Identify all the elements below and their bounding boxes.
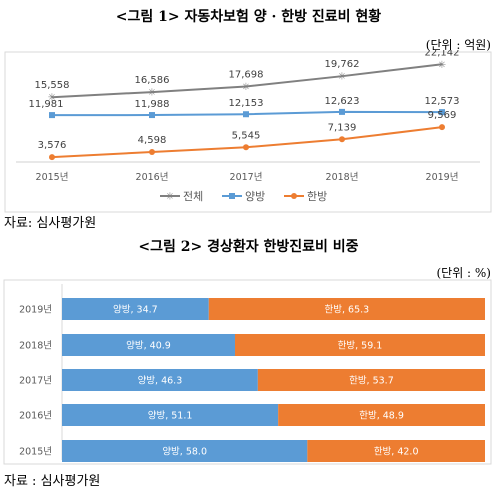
data-point-series1-4: [439, 109, 445, 116]
bar-data-label: 한방, 59.1: [338, 341, 383, 352]
data-point-series0-4: ✳: [438, 60, 446, 71]
bar-segment-korean: [257, 369, 485, 391]
y-tick-label: 2019년: [19, 305, 52, 316]
data-point-series1-3: [339, 108, 345, 115]
legend-item: 양방: [222, 190, 265, 203]
data-label: 4,598: [138, 135, 167, 146]
data-label: 7,139: [328, 122, 357, 133]
bar-segment-korean: [208, 298, 485, 320]
data-label: 22,142: [425, 50, 460, 58]
data-label: 5,545: [232, 130, 261, 141]
x-tick-label: 2016년: [136, 172, 169, 183]
bar-segment-western: [62, 440, 308, 462]
bar-data-label: 한방, 65.3: [325, 305, 370, 316]
figure1-unit: (단위 : 억원): [425, 38, 491, 52]
data-point-series0-3: ✳: [338, 72, 346, 83]
data-point-series1-0: [49, 112, 55, 119]
data-label: 15,558: [35, 80, 70, 91]
legend-label: 양방: [245, 190, 265, 203]
x-tick-label: 2015년: [36, 172, 69, 183]
legend-label: 한방: [307, 190, 327, 203]
data-label: 19,762: [325, 59, 360, 70]
bar-segment-korean: [235, 334, 485, 356]
figure1-title: <그림 1> 자동차보험 양 · 한방 진료비 현황: [115, 9, 382, 25]
bar-segment-korean: [278, 404, 485, 426]
bar-data-label: 한방, 53.7: [349, 376, 394, 387]
figure2-title: <그림 2> 경상환자 한방진료비 비중: [138, 239, 359, 255]
bar-data-label: 양방, 34.7: [113, 305, 158, 316]
bar-segment-western: [62, 369, 258, 391]
bar-data-label: 양방, 40.9: [126, 341, 171, 352]
legend-label: 전체: [183, 190, 203, 203]
data-label: 12,573: [425, 96, 460, 107]
bar-data-label: 양방, 46.3: [138, 376, 183, 387]
data-label: 9,569: [428, 110, 457, 121]
x-tick-label: 2017년: [230, 172, 263, 183]
bar-data-label: 양방, 51.1: [148, 411, 193, 422]
y-tick-label: 2015년: [19, 447, 52, 458]
line-chart: ✳ ✳ ✳ ✳ ✳ 15,558 16,586 17,698 19,762 22,142 11,9…: [4, 50, 492, 213]
bar-segment-western: [62, 334, 236, 356]
x-tick-label: 2018년: [326, 172, 359, 183]
bar-data-label: 한방, 48.9: [359, 411, 404, 422]
bar-segment-western: [62, 298, 209, 320]
figure1-source: 자료: 심사평가원: [4, 216, 97, 231]
bar-segment-western: [62, 404, 279, 426]
bar-data-label: 양방, 58.0: [162, 447, 207, 458]
bar-segment-korean: [307, 440, 485, 462]
series-line-: [51, 63, 443, 99]
y-tick-label: 2016년: [19, 411, 52, 422]
legend-item: ✳ 전체: [160, 190, 203, 203]
data-label: 11,988: [135, 99, 170, 110]
data-point-series1-1: [149, 112, 155, 119]
data-point-series2-3: [339, 136, 345, 143]
figure2-source: 자료 : 심사평가원: [4, 474, 101, 489]
data-point-series2-1: [149, 149, 155, 156]
y-tick-label: 2017년: [19, 376, 52, 387]
data-point-series1-2: [243, 111, 249, 118]
y-tick-label: 2018년: [19, 341, 52, 352]
data-label: 16,586: [135, 75, 170, 86]
x-tick-label: 2019년: [426, 172, 459, 183]
legend-item: 한방: [284, 190, 327, 203]
figure2-unit: (단위 : %): [436, 266, 491, 280]
data-label: 17,698: [229, 70, 264, 81]
legend-marker: [229, 193, 235, 199]
data-point-series0-1: ✳: [148, 88, 156, 99]
legend-marker: ✳: [166, 192, 174, 203]
data-label: 3,576: [38, 140, 67, 151]
legend-marker: [291, 193, 297, 199]
data-point-series2-2: [243, 144, 249, 151]
data-label: 12,153: [229, 98, 264, 109]
data-point-series2-0: [49, 154, 55, 161]
data-label: 12,623: [325, 96, 360, 107]
data-point-series2-4: [439, 124, 445, 131]
data-point-series0-0: ✳: [48, 93, 56, 104]
bar-data-label: 한방, 42.0: [374, 447, 419, 458]
stacked-bar-chart: 양방, 34.7 한방, 65.3 양방, 40.9 한방, 59.1 양방, 46.3…: [3, 279, 492, 465]
data-point-series0-2: ✳: [242, 82, 250, 93]
data-label: 11,981: [29, 99, 64, 110]
